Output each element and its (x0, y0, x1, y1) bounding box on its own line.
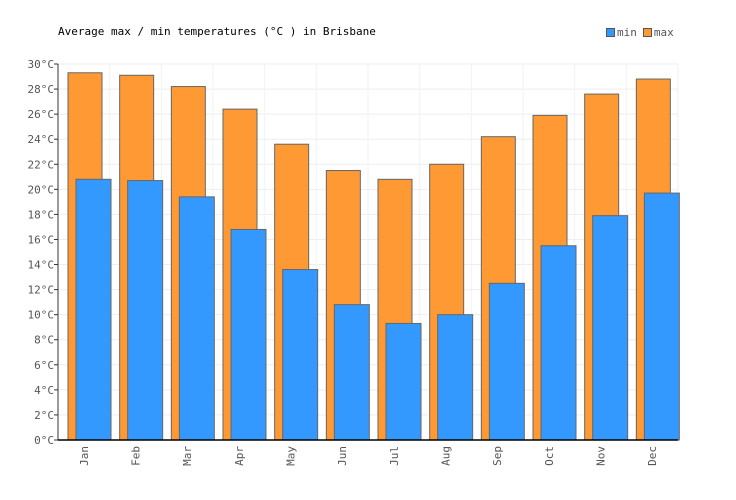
legend-item-max: max (642, 26, 674, 39)
x-tick-label: Apr (233, 446, 246, 466)
bar-min-feb (127, 180, 164, 441)
bar-min-aug (437, 314, 474, 441)
bar-min-jun (333, 304, 370, 441)
x-tick-label: Jan (78, 446, 91, 466)
bar-min-oct (540, 245, 577, 441)
y-tick-label: 12°C (28, 284, 55, 297)
y-tick-label: 8°C (34, 334, 54, 347)
y-tick-label: 26°C (28, 108, 55, 121)
bar-min-mar (178, 196, 215, 441)
y-tick-label: 28°C (28, 83, 55, 96)
bar-min-nov (592, 215, 629, 441)
legend-swatch-max (642, 28, 652, 37)
bar-min-jul (385, 322, 422, 441)
y-tick-label: 16°C (28, 233, 55, 246)
y-tick-label: 30°C (28, 58, 55, 71)
x-tick-label: Sep (491, 446, 504, 466)
x-tick-label: Feb (130, 446, 143, 466)
x-tick-label: Jun (336, 446, 349, 466)
legend-label-min: min (617, 26, 637, 39)
y-tick-label: 10°C (28, 309, 55, 322)
x-tick-label: Nov (595, 446, 608, 466)
x-tick-label: Mar (181, 446, 194, 466)
chart-title: Average max / min temperatures (°C ) in … (58, 25, 376, 38)
y-tick-label: 18°C (28, 208, 55, 221)
legend-item-min: min (606, 26, 637, 39)
legend-label-max: max (653, 26, 674, 39)
y-tick-label: 24°C (28, 133, 55, 146)
legend-swatch-min (606, 28, 615, 37)
bar-min-may (282, 269, 319, 441)
y-tick-label: 2°C (34, 409, 54, 422)
bar-min-apr (230, 228, 267, 441)
bar-min-dec (643, 192, 680, 441)
y-tick-label: 6°C (34, 359, 54, 372)
bar-min-jan (75, 178, 112, 441)
y-tick-label: 0°C (34, 434, 54, 447)
x-tick-label: Aug (440, 446, 453, 466)
x-tick-label: May (285, 446, 298, 466)
y-tick-label: 22°C (28, 158, 55, 171)
y-tick-label: 20°C (28, 183, 55, 196)
y-tick-label: 14°C (28, 259, 55, 272)
x-tick-label: Dec (646, 446, 659, 466)
chart-legend: min max (606, 26, 680, 39)
x-tick-label: Oct (543, 446, 556, 466)
bar-min-sep (488, 282, 525, 441)
x-tick-label: Jul (388, 446, 401, 466)
y-tick-label: 4°C (34, 384, 54, 397)
